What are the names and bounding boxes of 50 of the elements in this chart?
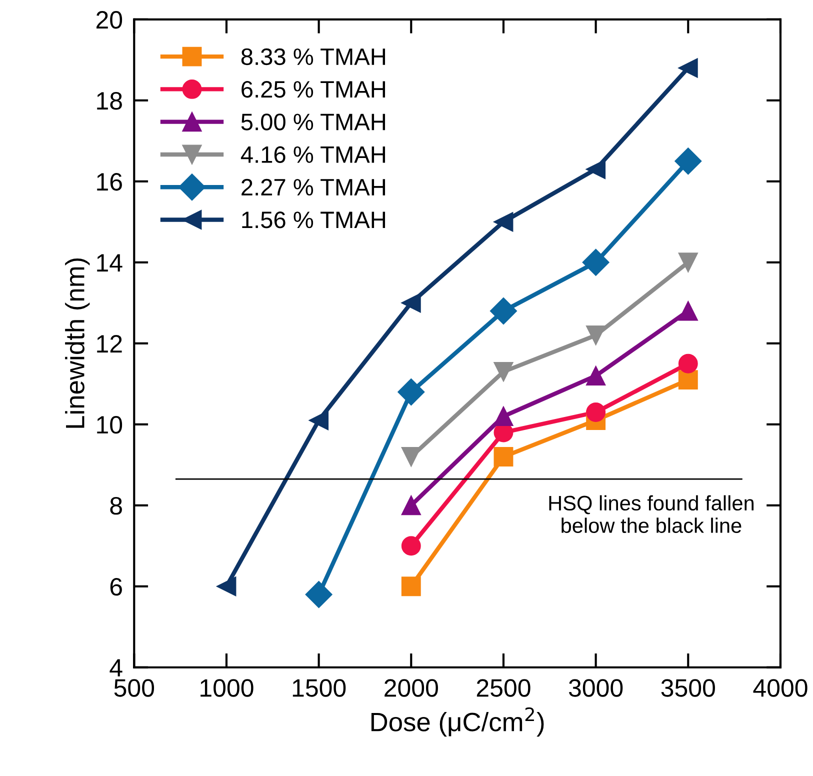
- x-tick-label: 4000: [753, 679, 808, 697]
- legend-label: 4.16 % TMAH: [240, 146, 386, 163]
- point: [678, 370, 698, 390]
- point: [494, 447, 514, 466]
- point: [490, 298, 517, 324]
- point: [678, 354, 698, 374]
- point: [586, 366, 606, 386]
- y-axis-title: Linewidth (nm): [65, 258, 90, 428]
- point: [216, 576, 236, 596]
- legend-label: 6.25 % TMAH: [242, 80, 386, 98]
- y-tick-label: 10: [97, 416, 122, 434]
- point: [678, 252, 698, 272]
- point: [401, 293, 421, 313]
- ref-line-label: HSQ lines found fallen below the black line: [549, 495, 754, 533]
- x-tick-label: 1000: [200, 679, 254, 697]
- y-tick-label: 4: [110, 659, 122, 676]
- point: [678, 301, 698, 321]
- point: [674, 148, 702, 175]
- legend-label: 1.56 % TMAH: [242, 212, 386, 228]
- x-tick-label: 3500: [661, 679, 715, 697]
- x-tick-label: 2000: [384, 679, 438, 697]
- point: [582, 248, 610, 276]
- point: [398, 378, 425, 406]
- y-tick-label: 18: [97, 92, 122, 110]
- y-tick-label: 20: [96, 11, 122, 29]
- point: [586, 326, 606, 346]
- point: [586, 402, 606, 422]
- point: [305, 581, 332, 608]
- legend-label: 2.27 % TMAH: [242, 178, 386, 196]
- x-tick-label: 1500: [292, 679, 346, 697]
- point: [678, 58, 698, 78]
- y-tick-label: 12: [97, 334, 122, 352]
- point: [401, 576, 421, 596]
- point: [586, 160, 606, 179]
- point: [401, 536, 421, 556]
- legend-label: 5.00 % TMAH: [241, 114, 386, 130]
- point: [309, 410, 329, 430]
- legend-label: 8.33 % TMAH: [241, 48, 386, 66]
- point: [494, 212, 514, 232]
- y-tick-label: 8: [110, 496, 122, 515]
- x-tick-label: 2500: [476, 679, 530, 697]
- x-tick-label: 500: [114, 679, 154, 697]
- x-axis-title: Dose (μC/cm$^{2}$): [371, 707, 544, 737]
- x-tick-label: 3000: [568, 679, 623, 697]
- point: [494, 406, 514, 426]
- y-tick-label: 16: [97, 172, 122, 191]
- y-tick-label: 14: [97, 254, 122, 272]
- point: [494, 362, 514, 382]
- y-tick-label: 6: [110, 578, 122, 596]
- point: [401, 496, 421, 516]
